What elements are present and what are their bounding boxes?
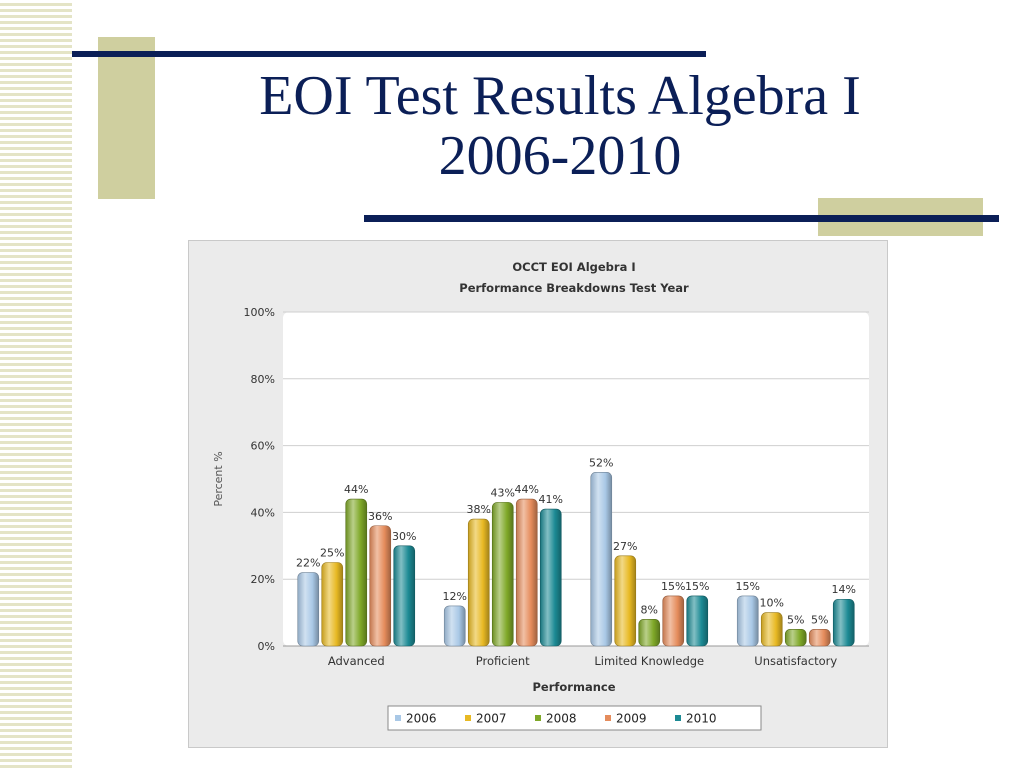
title-rule-top [72, 51, 706, 57]
data-label: 44% [344, 483, 368, 496]
legend-swatch [465, 715, 471, 721]
data-label: 12% [443, 590, 467, 603]
bar [369, 525, 392, 647]
x-tick-label: Unsatisfactory [754, 654, 837, 668]
slide-title: EOI Test Results Algebra I 2006-2010 [160, 66, 960, 186]
legend-swatch [535, 715, 541, 721]
data-label: 22% [296, 557, 320, 570]
data-label: 38% [467, 503, 491, 516]
data-label: 27% [613, 540, 637, 553]
bar [393, 545, 416, 647]
accent-block-top-left [98, 37, 155, 199]
data-label: 5% [811, 613, 828, 626]
y-tick-label: 60% [251, 440, 275, 453]
x-tick-label: Advanced [328, 654, 385, 668]
bar [760, 612, 783, 647]
y-tick-label: 80% [251, 373, 275, 386]
x-tick-label: Proficient [476, 654, 530, 668]
bar [784, 628, 807, 647]
bar [808, 628, 831, 647]
bar [638, 618, 661, 647]
legend-swatch [395, 715, 401, 721]
x-axis-title: Performance [532, 680, 615, 694]
title-rule-bottom [364, 215, 999, 222]
legend-label: 2008 [546, 712, 577, 726]
data-label: 52% [589, 456, 613, 469]
bar [686, 595, 709, 647]
bar [321, 562, 344, 647]
legend-swatch [605, 715, 611, 721]
data-label: 8% [641, 603, 658, 616]
bar [590, 472, 613, 647]
bar [491, 502, 514, 647]
data-label: 25% [320, 547, 344, 560]
x-tick-label: Limited Knowledge [594, 654, 704, 668]
legend-swatch [675, 715, 681, 721]
bar [539, 508, 562, 647]
data-label: 10% [760, 597, 784, 610]
legend-label: 2010 [686, 712, 717, 726]
y-tick-label: 20% [251, 573, 275, 586]
bar [614, 555, 637, 647]
legend-label: 2009 [616, 712, 647, 726]
data-label: 36% [368, 510, 392, 523]
bar [736, 595, 759, 647]
y-axis-title: Percent % [212, 451, 225, 506]
data-label: 43% [491, 486, 515, 499]
data-label: 15% [685, 580, 709, 593]
bar-chart: OCCT EOI Algebra I Performance Breakdown… [212, 260, 869, 731]
bar [297, 572, 320, 647]
data-label: 14% [832, 583, 856, 596]
y-tick-label: 40% [251, 506, 275, 519]
bar [832, 598, 855, 647]
legend-label: 2006 [406, 712, 437, 726]
legend: 2006 2007 2008 2009 2010 [387, 705, 762, 731]
data-label: 15% [736, 580, 760, 593]
bar [443, 605, 466, 647]
plot-area [283, 312, 869, 646]
data-label: 30% [392, 530, 416, 543]
y-tick-label: 100% [244, 306, 275, 319]
bar [467, 518, 490, 647]
legend-box [387, 705, 762, 731]
data-label: 5% [787, 613, 804, 626]
slide-title-line-2: 2006-2010 [438, 125, 682, 187]
bar [515, 498, 538, 647]
striped-margin [0, 0, 72, 768]
bar [662, 595, 685, 647]
chart-title: OCCT EOI Algebra I [512, 260, 635, 274]
y-tick-label: 0% [258, 640, 275, 653]
data-label: 15% [661, 580, 685, 593]
chart-subtitle: Performance Breakdowns Test Year [459, 281, 689, 295]
data-label: 44% [515, 483, 539, 496]
data-label: 41% [539, 493, 563, 506]
bar [345, 498, 368, 647]
legend-label: 2007 [476, 712, 507, 726]
slide-title-line-1: EOI Test Results Algebra I [259, 65, 861, 127]
chart-panel: OCCT EOI Algebra I Performance Breakdown… [188, 240, 888, 748]
